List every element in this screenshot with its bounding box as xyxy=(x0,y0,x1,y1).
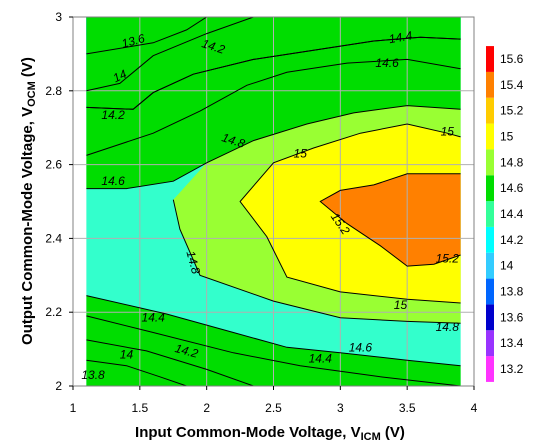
contour-label-9: 14.6 xyxy=(101,174,125,188)
contour-label-18: 14.4 xyxy=(309,351,333,365)
colorbar-tick-label-9: 15 xyxy=(500,130,514,144)
colorbar-tick-label-11: 15.4 xyxy=(500,78,524,92)
contour-lines xyxy=(86,17,461,386)
x-tick-label-2: 2 xyxy=(203,401,210,415)
colorbar-tick-label-6: 14.4 xyxy=(500,207,524,221)
x-tick-label-3: 2.5 xyxy=(265,401,282,415)
colorbar-swatch-5 xyxy=(486,226,494,253)
colorbar-swatch-10 xyxy=(486,97,494,124)
y-axis-title-main: Output Common-Mode Voltage, V xyxy=(19,107,36,345)
contour-line-6 xyxy=(172,199,461,324)
contour-line-8 xyxy=(319,173,461,267)
contour-label-12: 15.2 xyxy=(436,252,460,266)
contour-label-5: 14.6 xyxy=(375,56,399,70)
colorbar-tick-label-3: 13.8 xyxy=(500,285,524,299)
x-tick-label-6: 4 xyxy=(471,401,478,415)
colorbar-legend: 13.2 13.4 13.6 13.8 14 14.2 14.4 14.6 14.8 15 15.2… xyxy=(486,46,524,382)
colorbar-swatch-0 xyxy=(486,356,494,382)
colorbar-swatch-4 xyxy=(486,252,494,279)
y-axis-title-sub: OCM xyxy=(26,81,38,107)
x-axis-ticks: 1 1.5 2 2.5 3 3.5 4 xyxy=(70,386,478,415)
colorbar-tick-label-0: 13.2 xyxy=(500,362,524,376)
y-tick-label-1: 2.2 xyxy=(45,305,62,319)
colorbar-swatch-8 xyxy=(486,149,494,176)
x-tick-label-1: 1.5 xyxy=(131,401,148,415)
x-tick-label-0: 1 xyxy=(70,401,77,415)
x-tick-label-5: 3.5 xyxy=(399,401,416,415)
contour-line-11 xyxy=(86,339,254,386)
contour-label-13: 15 xyxy=(394,298,408,312)
colorbar-swatch-12 xyxy=(486,46,494,72)
contour-label-2: 14.2 xyxy=(200,36,227,57)
colorbar-swatch-1 xyxy=(486,330,494,357)
y-tick-label-5: 3 xyxy=(55,10,62,24)
colorbar-swatch-3 xyxy=(486,278,494,305)
contour-label-17: 14.2 xyxy=(174,341,200,361)
x-axis-title-unit: (V) xyxy=(381,424,405,441)
x-tick-label-4: 3 xyxy=(337,401,344,415)
contour-line-7 xyxy=(239,123,461,304)
contour-label-0: 13.6 xyxy=(120,31,146,51)
colorbar-tick-label-2: 13.6 xyxy=(500,310,524,324)
y-axis-title: Output Common-Mode Voltage, VOCM (V) xyxy=(19,57,38,345)
colorbar-tick-label-4: 14 xyxy=(500,259,514,273)
contour-line-3 xyxy=(86,36,461,110)
contour-label-19: 14 xyxy=(120,348,134,362)
x-axis-title-sub: ICM xyxy=(361,431,381,441)
colorbar-tick-label-8: 14.8 xyxy=(500,155,524,169)
colorbar-swatch-6 xyxy=(486,201,494,227)
contour-region-14-6 xyxy=(86,17,461,386)
y-tick-label-2: 2.4 xyxy=(45,231,62,245)
colorbar-swatch-2 xyxy=(486,304,494,331)
contour-region-15-2 xyxy=(320,173,461,267)
contour-line-1 xyxy=(86,17,254,92)
contour-label-7: 15 xyxy=(294,147,308,161)
contour-line-4 xyxy=(86,58,461,156)
colorbar-tick-label-7: 14.6 xyxy=(500,181,524,195)
contour-line-0 xyxy=(86,17,207,55)
y-tick-label-3: 2.6 xyxy=(45,158,62,172)
colorbar-tick-label-12: 15.6 xyxy=(500,52,524,66)
y-tick-label-0: 2 xyxy=(55,379,62,393)
contour-line-9 xyxy=(86,295,461,367)
x-axis-title: Input Common-Mode Voltage, VICM (V) xyxy=(135,424,405,441)
contour-label-6: 14.8 xyxy=(220,130,247,151)
contour-line-12 xyxy=(86,359,187,386)
colorbar-tick-label-1: 13.4 xyxy=(500,336,524,350)
contour-label-3: 14.2 xyxy=(101,108,125,122)
y-axis-title-unit: (V) xyxy=(19,57,36,81)
contour-line-5 xyxy=(86,105,461,190)
contour-label-15: 14.4 xyxy=(142,311,166,325)
contour-line-10 xyxy=(86,315,461,386)
contour-label-16: 14.6 xyxy=(349,340,373,354)
colorbar-swatch-11 xyxy=(486,71,494,98)
contour-label-20: 13.8 xyxy=(81,368,105,382)
contour-label-11: 14.8 xyxy=(184,249,204,275)
colorbar-tick-label-10: 15.2 xyxy=(500,104,524,118)
contour-label-14: 14.8 xyxy=(436,320,460,334)
contour-label-8: 15 xyxy=(441,124,455,138)
colorbar-swatch-7 xyxy=(486,175,494,202)
colorbar-tick-label-5: 14.2 xyxy=(500,233,524,247)
colorbar-swatch-9 xyxy=(486,123,494,150)
contour-label-4: 14.4 xyxy=(388,28,414,46)
y-tick-label-4: 2.8 xyxy=(45,84,62,98)
y-axis-ticks: 2 2.2 2.4 2.6 2.8 3 xyxy=(45,10,73,393)
x-axis-title-main: Input Common-Mode Voltage, V xyxy=(135,424,361,441)
contour-label-1: 14 xyxy=(111,67,129,85)
